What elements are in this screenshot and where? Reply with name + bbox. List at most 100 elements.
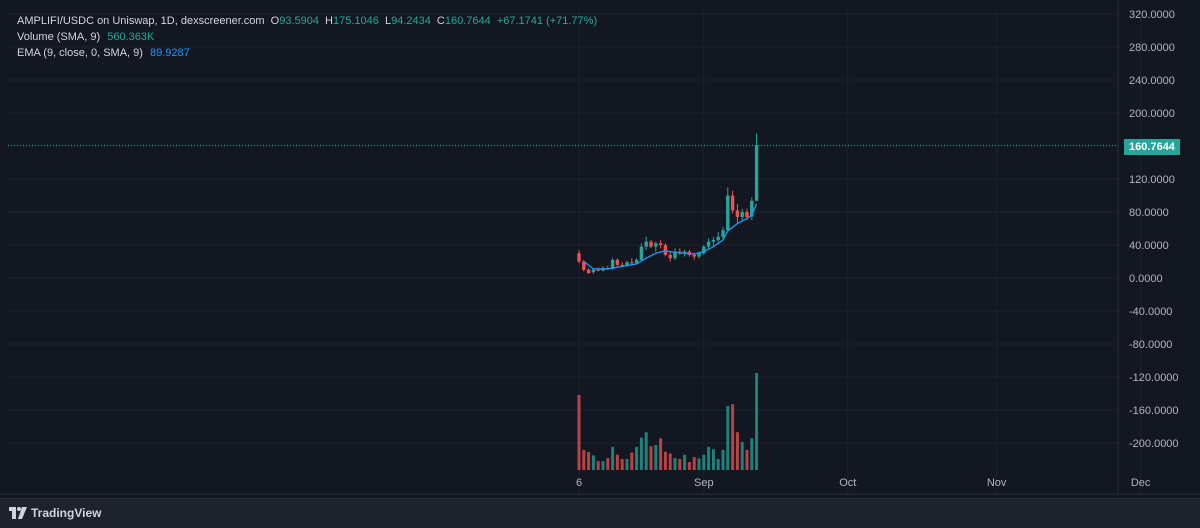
- candle-body: [735, 210, 740, 217]
- candle-body: [682, 251, 687, 254]
- tradingview-icon: [9, 507, 27, 519]
- volume-bar: [659, 438, 663, 470]
- candle-body: [721, 230, 725, 237]
- volume-bar: [687, 462, 691, 470]
- y-tick-label: -200.0000: [1129, 438, 1179, 450]
- volume-bar: [587, 452, 591, 470]
- high-value: 175.1046: [333, 15, 379, 27]
- candle-body: [745, 212, 749, 217]
- volume-bar: [740, 441, 744, 470]
- x-tick-label: 6: [576, 477, 582, 489]
- volume-bar: [745, 449, 749, 470]
- volume-bar: [625, 459, 629, 470]
- y-tick-label: 40.0000: [1129, 240, 1169, 252]
- volume-bar: [668, 453, 672, 470]
- volume-bar: [630, 452, 634, 470]
- volume-bar: [620, 459, 624, 470]
- volume-bar: [635, 446, 639, 470]
- volume-bar: [702, 454, 706, 470]
- candle-body: [706, 241, 711, 247]
- candle-body: [596, 269, 600, 271]
- y-tick-label: 240.0000: [1129, 75, 1175, 87]
- candle-body: [692, 254, 696, 257]
- candle-body: [610, 259, 615, 269]
- open-label: O: [270, 15, 280, 27]
- candles: [577, 133, 759, 274]
- volume-bar: [649, 446, 653, 470]
- x-tick-label: Nov: [987, 477, 1007, 489]
- axes: 320.0000280.0000240.0000200.0000160.0000…: [0, 0, 1200, 495]
- y-tick-label: 120.0000: [1129, 174, 1175, 186]
- candle-body: [649, 241, 653, 247]
- candle-body: [630, 262, 634, 264]
- ema-value: 89.9287: [150, 47, 190, 59]
- candle-body: [697, 253, 701, 257]
- volume-bar: [726, 405, 730, 470]
- volume-bar: [750, 438, 754, 470]
- candle-body: [754, 145, 759, 201]
- volume-label: Volume (SMA, 9): [17, 31, 101, 43]
- candle-body: [615, 259, 620, 265]
- volume-bar: [683, 454, 687, 470]
- pair-title: AMPLIFI/USDC on Uniswap, 1D, dexscreener…: [17, 15, 265, 27]
- last-price-tag: 160.7644: [1124, 139, 1180, 155]
- candle-body: [750, 200, 754, 217]
- candle-body: [668, 254, 672, 259]
- low-value: 94.2434: [391, 15, 431, 27]
- footer-bar: TradingView: [0, 498, 1200, 528]
- volume-bar: [716, 459, 720, 470]
- tradingview-logo[interactable]: TradingView: [9, 506, 101, 520]
- tradingview-brand: TradingView: [31, 506, 102, 520]
- candle-body: [620, 264, 624, 266]
- volume-bar: [596, 461, 600, 470]
- y-tick-label: 200.0000: [1129, 108, 1175, 120]
- low-label: L: [384, 15, 392, 27]
- candle-body: [591, 269, 596, 273]
- candle-body: [644, 241, 648, 247]
- volume-bar: [582, 449, 586, 470]
- ema-label: EMA (9, close, 0, SMA, 9): [17, 47, 143, 59]
- ema-line: [583, 203, 758, 270]
- ema-line-group: [583, 203, 758, 270]
- candle-body: [730, 195, 735, 211]
- candle-body: [639, 246, 644, 260]
- close-label: C: [436, 15, 445, 27]
- change-value: +67.1741 (+71.77%): [496, 15, 598, 27]
- volume-bar: [697, 458, 701, 470]
- volume-bar: [692, 457, 696, 470]
- candle-body: [586, 269, 591, 274]
- x-tick-label: Dec: [1131, 477, 1151, 489]
- volume-legend[interactable]: Volume (SMA, 9) 560.363K: [17, 30, 154, 45]
- y-tick-label: 280.0000: [1129, 42, 1175, 54]
- y-tick-label: 320.0000: [1129, 9, 1175, 21]
- candle-body: [740, 212, 744, 217]
- candle-body: [726, 195, 730, 231]
- volume-bar: [615, 454, 619, 470]
- volume-bar: [707, 446, 711, 470]
- volume-bar: [663, 451, 667, 470]
- candle-body: [663, 245, 668, 255]
- ema-legend[interactable]: EMA (9, close, 0, SMA, 9) 89.9287: [17, 46, 190, 61]
- y-tick-label: -80.0000: [1129, 339, 1172, 351]
- volume-bar: [591, 455, 595, 470]
- volume-bar: [673, 458, 677, 470]
- high-label: H: [325, 15, 333, 27]
- volume-bar: [678, 459, 682, 470]
- y-tick-label: -40.0000: [1129, 306, 1172, 318]
- volume-bar: [601, 461, 605, 470]
- volume-bar: [755, 373, 759, 470]
- candle-body: [711, 240, 716, 242]
- y-tick-label: -160.0000: [1129, 405, 1179, 417]
- candle-body: [673, 251, 677, 259]
- grid: [8, 6, 1142, 494]
- volume-bar: [731, 404, 735, 470]
- candle-body: [577, 253, 581, 262]
- candle-body: [582, 261, 586, 270]
- y-tick-label: -120.0000: [1129, 372, 1179, 384]
- volume-bar: [654, 445, 658, 470]
- x-tick-label: Oct: [839, 477, 856, 489]
- candle-body: [634, 259, 639, 264]
- candle-body: [658, 243, 663, 245]
- volume-bar: [606, 458, 610, 470]
